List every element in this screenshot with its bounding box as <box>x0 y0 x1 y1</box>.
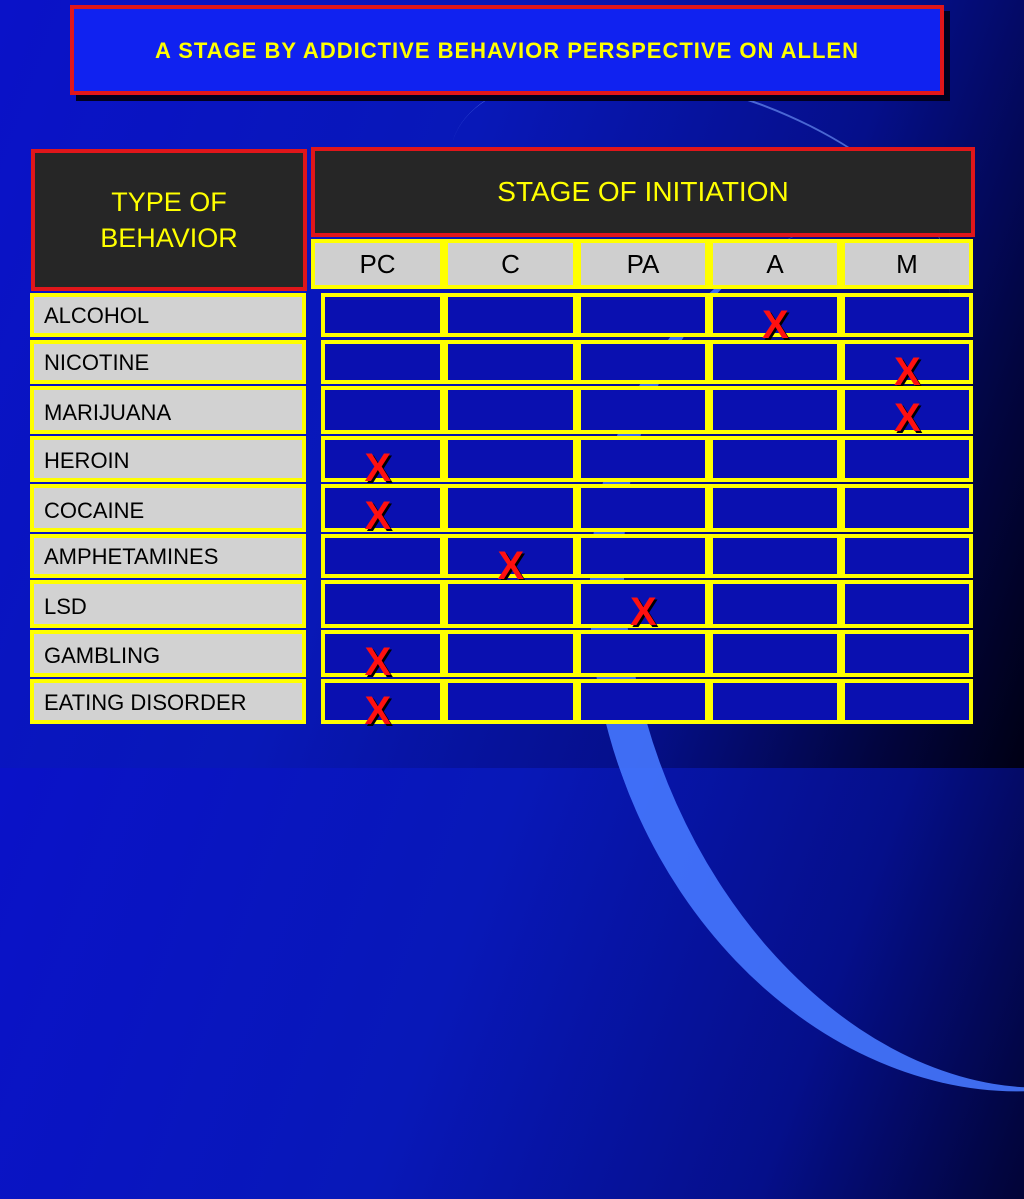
table-cell <box>709 386 841 434</box>
table-cell <box>444 386 577 434</box>
table-cell <box>321 436 444 482</box>
table-cell <box>321 679 444 724</box>
row-label-marijuana: MARIJUANA <box>30 386 306 434</box>
row-label-eating-disorder: EATING DISORDER <box>30 679 306 724</box>
table-cell <box>321 630 444 677</box>
table-cell <box>709 293 841 337</box>
table-cell <box>444 293 577 337</box>
table-cell <box>709 340 841 384</box>
table-cell <box>444 340 577 384</box>
table-cell <box>841 340 973 384</box>
table-cell <box>709 534 841 578</box>
table-cell <box>321 484 444 532</box>
table-cell <box>577 630 709 677</box>
table-cell <box>444 580 577 628</box>
row-label-nicotine: NICOTINE <box>30 340 306 384</box>
column-header-a: A <box>709 239 841 289</box>
title-banner: A STAGE BY ADDICTIVE BEHAVIOR PERSPECTIV… <box>70 5 944 95</box>
slide-title: A STAGE BY ADDICTIVE BEHAVIOR PERSPECTIV… <box>155 37 859 63</box>
row-label-cocaine: COCAINE <box>30 484 306 532</box>
table-cell <box>841 293 973 337</box>
table-cell <box>841 679 973 724</box>
table-cell <box>841 386 973 434</box>
table-cell <box>444 484 577 532</box>
table-cell <box>709 436 841 482</box>
table-cell <box>841 534 973 578</box>
column-header-pc: PC <box>311 239 444 289</box>
table-cell <box>709 580 841 628</box>
row-label-lsd: LSD <box>30 580 306 628</box>
table-cell <box>444 436 577 482</box>
table-cell <box>577 534 709 578</box>
table-cell <box>321 386 444 434</box>
table-cell <box>709 484 841 532</box>
row-label-amphetamines: AMPHETAMINES <box>30 534 306 578</box>
stage-of-initiation-header: STAGE OF INITIATION <box>311 147 975 237</box>
stage-mark: X <box>894 396 921 440</box>
stage-mark: X <box>364 640 392 684</box>
row-label-alcohol: ALCOHOL <box>30 293 306 337</box>
table-cell <box>444 630 577 677</box>
row-label-heroin: HEROIN <box>30 436 306 482</box>
table-cell <box>577 386 709 434</box>
table-cell <box>444 679 577 724</box>
stage-mark: X <box>762 303 789 347</box>
column-header-m: M <box>841 239 973 289</box>
table-cell <box>841 630 973 677</box>
stage-mark: X <box>364 689 392 733</box>
table-cell <box>321 534 444 578</box>
row-label-gambling: GAMBLING <box>30 630 306 677</box>
table-cell <box>841 436 973 482</box>
table-cell <box>577 679 709 724</box>
stage-mark: X <box>364 446 392 490</box>
table-cell <box>577 293 709 337</box>
table-cell <box>841 580 973 628</box>
table-cell <box>841 484 973 532</box>
table-cell <box>709 630 841 677</box>
stage-mark: X <box>630 590 657 634</box>
table-cell <box>577 436 709 482</box>
behavior-type-label: TYPE OF BEHAVIOR <box>100 187 238 253</box>
column-header-pa: PA <box>577 239 709 289</box>
table-cell <box>577 340 709 384</box>
stage-mark: X <box>364 494 392 538</box>
table-cell <box>709 679 841 724</box>
table-cell <box>444 534 577 578</box>
table-cell <box>321 293 444 337</box>
column-header-c: C <box>444 239 577 289</box>
table-cell <box>577 484 709 532</box>
table-cell <box>577 580 709 628</box>
behavior-type-header: TYPE OF BEHAVIOR <box>31 149 307 291</box>
table-cell <box>321 580 444 628</box>
table-cell <box>321 340 444 384</box>
stage-of-initiation-label: STAGE OF INITIATION <box>497 176 789 207</box>
